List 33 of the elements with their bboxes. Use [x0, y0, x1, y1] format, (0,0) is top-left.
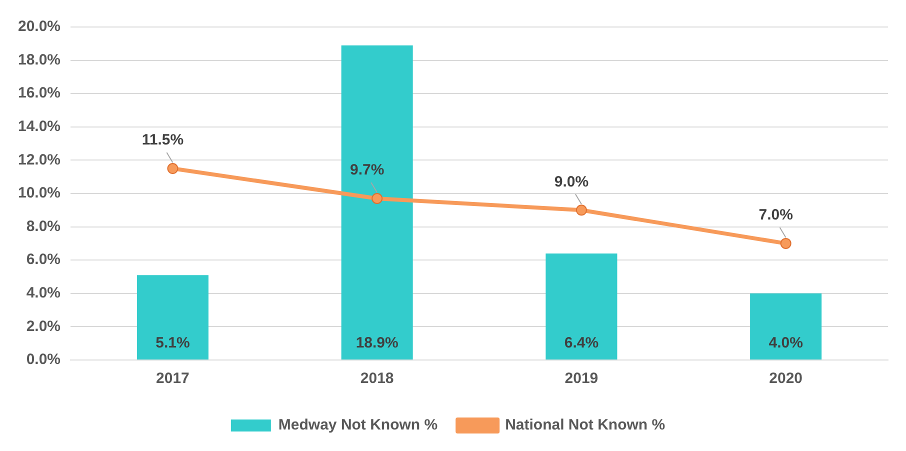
- x-tick-label: 2019: [564, 370, 598, 388]
- data-label: 4.0%: [768, 334, 803, 352]
- data-label: 6.4%: [564, 334, 599, 352]
- bar: [136, 275, 208, 360]
- data-label: 9.7%: [350, 162, 384, 179]
- data-label: 11.5%: [142, 132, 184, 149]
- point: [372, 192, 383, 204]
- y-tick-label: 10.0%: [18, 184, 61, 202]
- x-tick-label: 2018: [360, 370, 394, 388]
- y-tick-label: 8.0%: [26, 218, 61, 235]
- legend-label: National Not Known %: [505, 416, 666, 434]
- bar: [546, 253, 618, 360]
- x-tick-label: 2017: [156, 370, 190, 388]
- y-tick-label: 18.0%: [18, 51, 61, 68]
- data-label: 7.0%: [758, 206, 793, 224]
- y-tick-label: 6.0%: [26, 251, 61, 268]
- x-tick-label: 2020: [769, 370, 803, 388]
- data-label: 18.9%: [356, 334, 398, 352]
- data-label: 9.0%: [554, 173, 589, 190]
- point: [780, 238, 792, 249]
- y-tick-label: 2.0%: [26, 318, 61, 335]
- bar: [750, 293, 822, 360]
- y-tick-label: 20.0%: [18, 18, 61, 36]
- point: [167, 163, 178, 174]
- y-tick-label: 4.0%: [26, 284, 61, 302]
- y-tick-label: 14.0%: [18, 118, 61, 136]
- bar: [341, 45, 413, 360]
- y-tick-label: 0.0%: [26, 351, 61, 368]
- y-tick-label: 16.0%: [18, 84, 61, 102]
- legend-label: Medway Not Known %: [278, 416, 438, 434]
- point: [576, 204, 587, 216]
- data-label: 5.1%: [156, 334, 190, 352]
- y-tick-label: 12.0%: [18, 151, 61, 168]
